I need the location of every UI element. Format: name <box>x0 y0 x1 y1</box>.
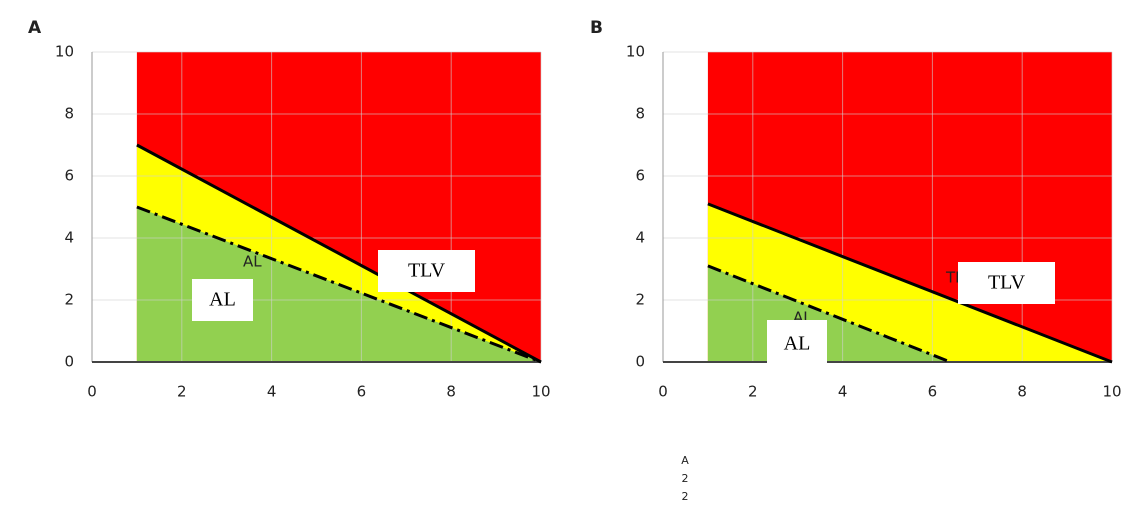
limit-line <box>136 205 542 364</box>
x-tick-label: 8 <box>1017 383 1027 401</box>
y-tick-label: 8 <box>635 105 645 123</box>
y-tick-label: 10 <box>55 43 74 61</box>
chart: B02468100246810TLVTLVALAL <box>590 18 1122 401</box>
footer-text: 2 <box>682 472 689 485</box>
series-label: TLV <box>988 272 1026 294</box>
y-tick-label: 0 <box>64 353 74 371</box>
limit-line <box>707 202 1113 364</box>
panel-label: B <box>590 18 603 38</box>
x-tick-label: 10 <box>531 383 550 401</box>
y-tick-label: 0 <box>635 353 645 371</box>
x-tick-label: 4 <box>267 383 277 401</box>
y-tick-label: 10 <box>626 43 645 61</box>
label-box <box>767 320 827 368</box>
x-tick-label: 6 <box>357 383 367 401</box>
y-tick-label: 2 <box>64 291 74 309</box>
limit-line <box>707 264 951 364</box>
series-label: AL <box>784 333 811 355</box>
series-label: TLV <box>408 260 446 282</box>
panel-label: A <box>28 18 42 38</box>
y-tick-label: 6 <box>635 167 645 185</box>
chart: A 0 2 4 6 8 10 0 2 4 6 8 10 TLV AL AL <box>28 18 551 401</box>
limit-line <box>136 143 542 364</box>
series-label: AL <box>209 289 236 311</box>
x-tick-label: 8 <box>446 383 456 401</box>
footer-text: A <box>681 454 689 467</box>
x-tick-label: 2 <box>748 383 758 401</box>
y-tick-label: 4 <box>635 229 645 247</box>
label-box <box>378 250 475 292</box>
label-box <box>192 279 253 321</box>
label-box <box>958 262 1055 304</box>
x-tick-label: 0 <box>87 383 97 401</box>
y-tick-label: 8 <box>64 105 74 123</box>
x-tick-label: 6 <box>928 383 938 401</box>
y-tick-label: 6 <box>64 167 74 185</box>
x-tick-label: 2 <box>177 383 187 401</box>
footer-text: 2 <box>682 490 689 503</box>
x-tick-label: 10 <box>1102 383 1121 401</box>
y-tick-label: 2 <box>635 291 645 309</box>
x-tick-label: 0 <box>658 383 668 401</box>
hidden-label: AL <box>243 253 262 271</box>
y-tick-label: 4 <box>64 229 74 247</box>
x-tick-label: 4 <box>838 383 848 401</box>
